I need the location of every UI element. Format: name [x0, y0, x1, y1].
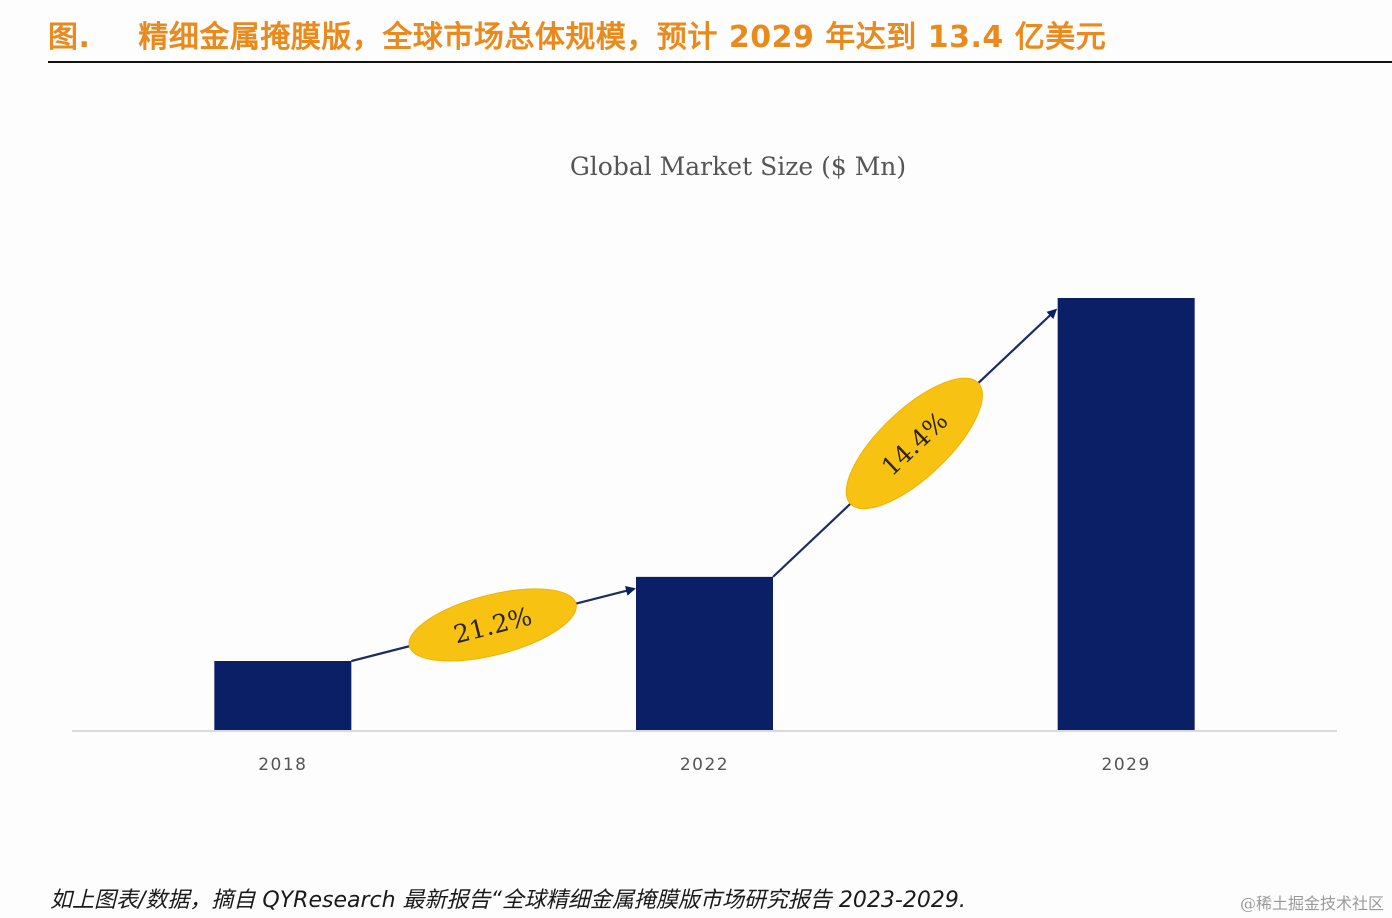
figure-title: 图. 精细金属掩膜版，全球市场总体规模，预计 2029 年达到 13.4 亿美元	[48, 12, 1106, 56]
figure-title-text: 精细金属掩膜版，全球市场总体规模，预计 2029 年达到 13.4 亿美元	[138, 20, 1107, 55]
cagr-badge-shape	[408, 588, 577, 662]
cagr-badge-shape	[845, 377, 983, 510]
watermark: @稀土掘金技术社区	[1239, 894, 1384, 913]
bar-2029	[1057, 298, 1195, 730]
source-note: 如上图表/数据，摘自 QYResearch 最新报告“全球精细金属掩膜版市场研究…	[50, 888, 966, 913]
figure-prefix: 图.	[48, 20, 91, 55]
x-tick-2022: 2022	[680, 755, 729, 775]
title-rule	[48, 61, 1392, 63]
bar-2018	[214, 661, 352, 730]
chart-title: Global Market Size ($ Mn)	[570, 152, 906, 181]
bar-2022	[636, 576, 773, 730]
x-tick-labels: 2018 2022 2029	[258, 755, 1151, 775]
x-tick-2029: 2029	[1102, 755, 1151, 775]
cagr-badge-1: 14.4%	[845, 377, 983, 510]
cagr-arrows-group: 21.2% 14.4%	[351, 308, 1058, 663]
x-tick-2018: 2018	[258, 755, 307, 775]
cagr-badge-0: 21.2%	[408, 588, 577, 662]
bars-group	[214, 298, 1195, 730]
